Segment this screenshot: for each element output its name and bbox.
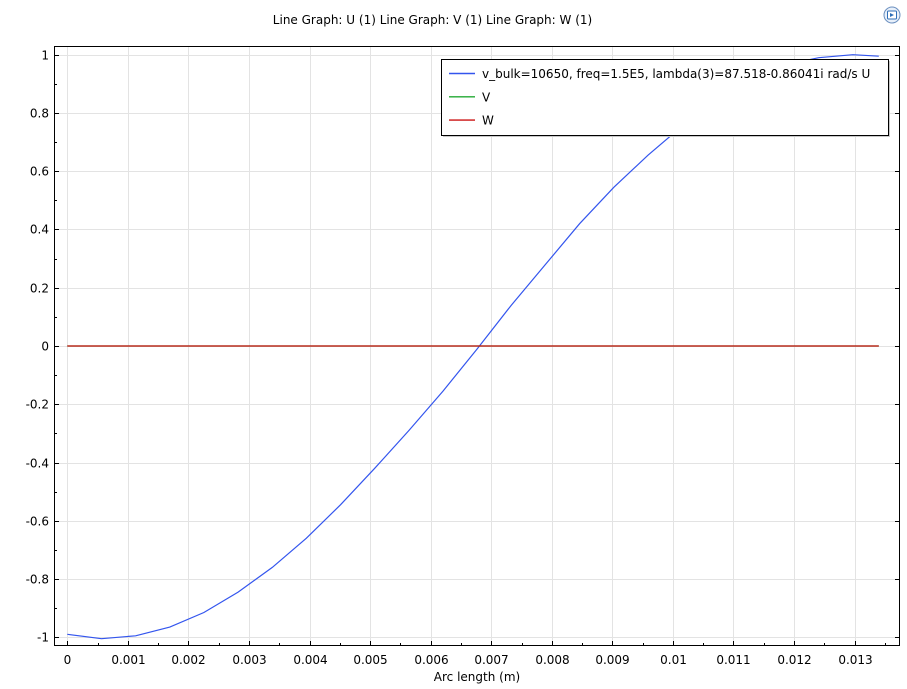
x-tick-label: 0.008 [535, 653, 569, 667]
x-tick-label: 0.009 [595, 653, 629, 667]
chart-title: Line Graph: U (1) Line Graph: V (1) Line… [272, 13, 593, 27]
x-tick-label: 0.006 [414, 653, 448, 667]
legend-entry-label: v_bulk=10650, freq=1.5E5, lambda(3)=87.5… [482, 67, 870, 81]
y-tick-label: 0 [41, 340, 49, 354]
x-tick-label: 0.004 [293, 653, 327, 667]
legend-entry-label: V [482, 90, 491, 104]
y-tick-label: 1 [41, 49, 49, 63]
y-tick-label: -0.4 [26, 457, 49, 471]
x-tick-label: 0.001 [111, 653, 145, 667]
y-tick-label: -0.6 [26, 515, 49, 529]
y-tick-label: 0.8 [30, 107, 49, 121]
x-tick-label: 0 [64, 653, 72, 667]
y-tick-label: 0.6 [30, 165, 49, 179]
x-tick-label: 0.007 [474, 653, 508, 667]
x-tick-label: 0.012 [777, 653, 811, 667]
y-tick-label: -1 [37, 631, 49, 645]
y-tick-label: -0.8 [26, 573, 49, 587]
y-tick-label: -0.2 [26, 398, 49, 412]
x-tick-label: 0.005 [353, 653, 387, 667]
plot-settings-icon[interactable] [883, 6, 901, 24]
y-tick-label: 0.4 [30, 223, 49, 237]
x-tick-label: 0.003 [232, 653, 266, 667]
y-tick-label: 0.2 [30, 282, 49, 296]
legend-entry-label: W [482, 114, 494, 128]
axis-ticks: 0 0.001 0.002 0.003 0.004 0.005 0.006 0.007 0.00… [26, 49, 900, 667]
x-tick-label: 0.002 [171, 653, 205, 667]
x-axis-title: Arc length (m) [434, 670, 520, 684]
x-tick-label: 0.013 [838, 653, 872, 667]
x-tick-label: 0.01 [660, 653, 687, 667]
legend: v_bulk=10650, freq=1.5E5, lambda(3)=87.5… [441, 59, 890, 137]
legend-box [441, 59, 889, 136]
x-tick-label: 0.011 [716, 653, 750, 667]
